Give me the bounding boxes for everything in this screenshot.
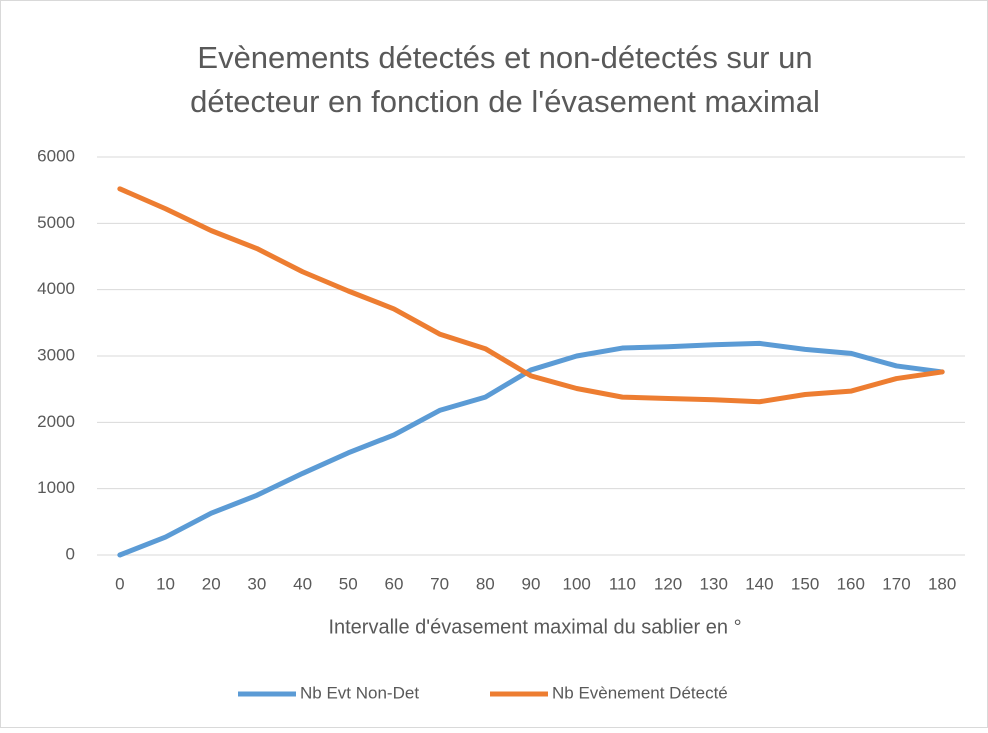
series-line	[117, 340, 945, 558]
x-tick-label: 150	[791, 574, 819, 593]
x-tick-label: 180	[928, 574, 956, 593]
x-tick-label: 140	[745, 574, 773, 593]
x-tick-label: 20	[202, 574, 221, 593]
legend-label: Nb Evt Non-Det	[300, 683, 419, 702]
x-tick-label: 70	[430, 574, 449, 593]
x-tick-label: 40	[293, 574, 312, 593]
x-tick-label: 0	[115, 574, 124, 593]
x-tick-label: 100	[562, 574, 590, 593]
x-tick-label: 10	[156, 574, 175, 593]
x-tick-label: 160	[837, 574, 865, 593]
y-tick-label: 6000	[37, 146, 75, 165]
y-tick-label: 3000	[37, 345, 75, 364]
x-tick-label: 120	[654, 574, 682, 593]
x-tick-label: 130	[700, 574, 728, 593]
x-tick-label: 80	[476, 574, 495, 593]
legend-label: Nb Evènement Détecté	[552, 683, 728, 702]
x-axis-label: Intervalle d'évasement maximal du sablie…	[328, 616, 741, 638]
chart-title: Evènements détectés et non-détectés sur …	[197, 40, 812, 75]
x-tick-label: 60	[384, 574, 403, 593]
y-tick-label: 0	[66, 544, 75, 563]
y-tick-label: 2000	[37, 412, 75, 431]
x-tick-label: 170	[882, 574, 910, 593]
y-tick-label: 5000	[37, 213, 75, 232]
y-tick-label: 4000	[37, 279, 75, 298]
x-tick-label: 30	[247, 574, 266, 593]
chart-title: détecteur en fonction de l'évasement max…	[190, 84, 820, 119]
series-line	[117, 186, 945, 405]
y-tick-label: 1000	[37, 478, 75, 497]
x-tick-label: 90	[522, 574, 541, 593]
x-tick-label: 50	[339, 574, 358, 593]
x-tick-label: 110	[609, 574, 636, 593]
